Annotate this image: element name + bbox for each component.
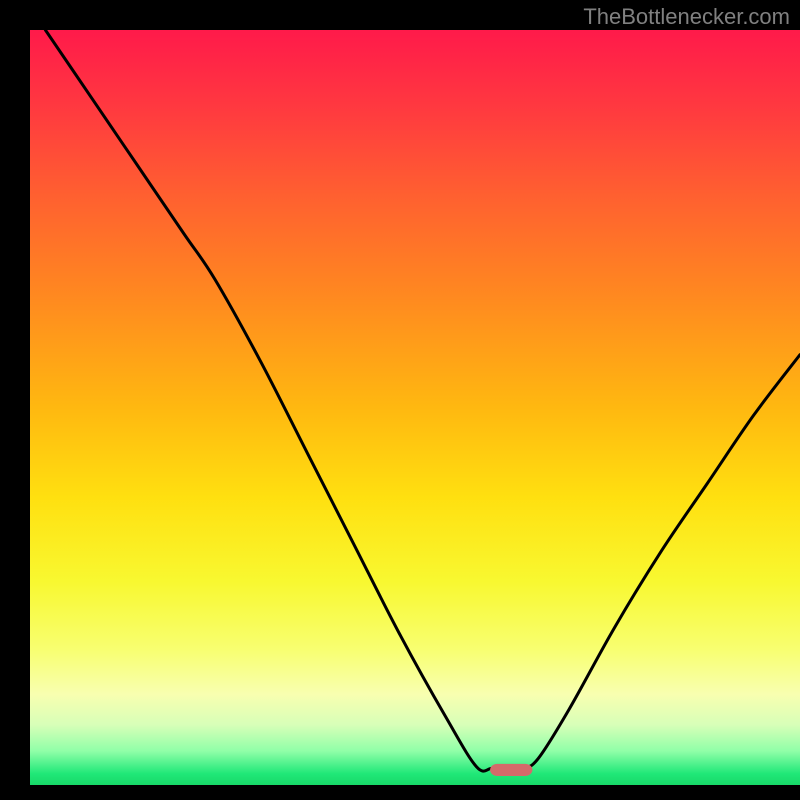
chart-container: TheBottlenecker.com — [0, 0, 800, 800]
optimal-marker — [490, 764, 532, 776]
watermark-text: TheBottlenecker.com — [583, 4, 790, 30]
plot-svg — [30, 30, 800, 785]
plot-background — [30, 30, 800, 785]
plot-area — [30, 30, 800, 785]
